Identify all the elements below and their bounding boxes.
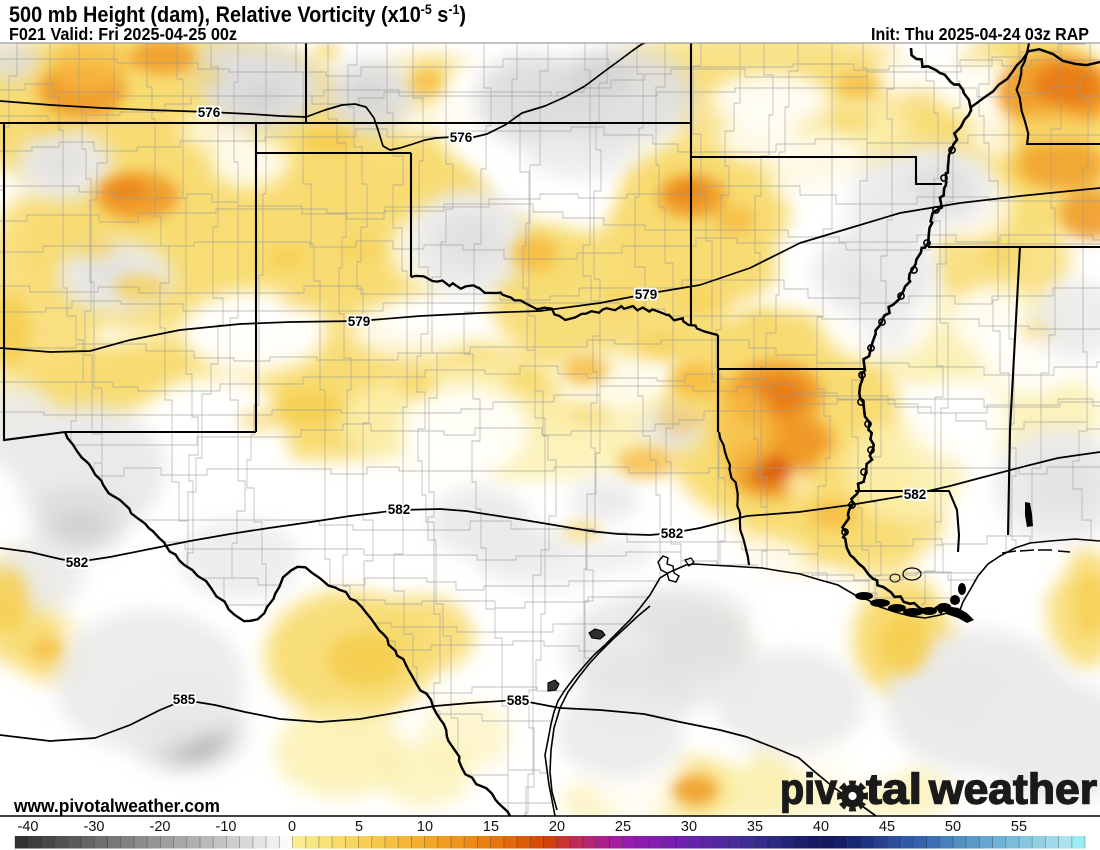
svg-text:40: 40 (813, 819, 829, 835)
svg-text:-10: -10 (216, 819, 237, 835)
svg-text:www.pivotalweather.com: www.pivotalweather.com (13, 796, 220, 816)
svg-text:F021 Valid: Fri 2025-04-25 00z: F021 Valid: Fri 2025-04-25 00z (9, 24, 237, 44)
svg-text:25: 25 (615, 819, 631, 835)
svg-text:weather: weather (928, 766, 1097, 814)
svg-text:10: 10 (417, 819, 433, 835)
svg-text:582: 582 (904, 487, 927, 502)
svg-text:55: 55 (1011, 819, 1027, 835)
svg-text:35: 35 (747, 819, 763, 835)
svg-text:-30: -30 (84, 819, 105, 835)
svg-text:30: 30 (681, 819, 697, 835)
svg-text:tal: tal (866, 766, 922, 814)
svg-text:-20: -20 (150, 819, 171, 835)
svg-text:579: 579 (635, 287, 658, 302)
svg-text:45: 45 (879, 819, 895, 835)
svg-text:5: 5 (355, 819, 363, 835)
svg-text:582: 582 (388, 502, 411, 517)
svg-text:500 mb Height (dam), Relative: 500 mb Height (dam), Relative Vorticity … (9, 1, 466, 27)
svg-text:20: 20 (549, 819, 565, 835)
svg-text:0: 0 (288, 819, 296, 835)
svg-text:582: 582 (66, 555, 89, 570)
svg-text:50: 50 (945, 819, 961, 835)
svg-text:-40: -40 (18, 819, 39, 835)
svg-text:585: 585 (507, 693, 530, 708)
svg-text:piv: piv (780, 766, 837, 814)
svg-text:Init: Thu 2025-04-24 03z RAP: Init: Thu 2025-04-24 03z RAP (871, 24, 1089, 44)
svg-text:576: 576 (450, 130, 473, 145)
svg-text:585: 585 (173, 692, 196, 707)
svg-text:579: 579 (348, 314, 371, 329)
svg-text:15: 15 (483, 819, 499, 835)
svg-text:582: 582 (661, 526, 684, 541)
svg-text:576: 576 (198, 105, 221, 120)
